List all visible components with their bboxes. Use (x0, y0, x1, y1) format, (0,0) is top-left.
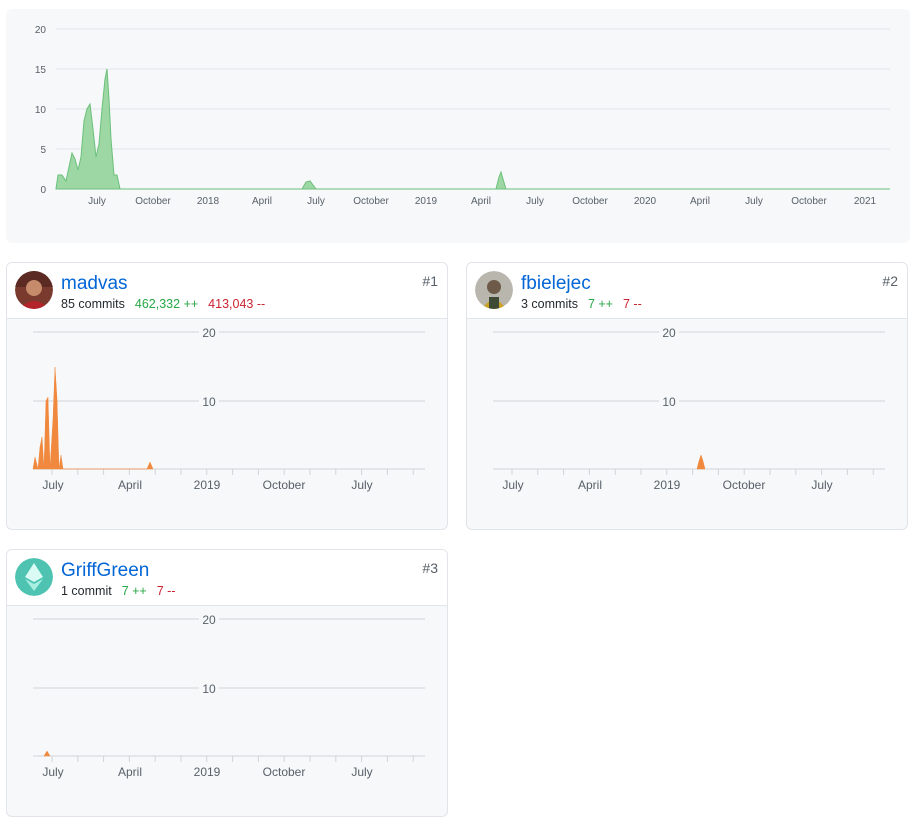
contributor-area-series (696, 454, 706, 470)
overview-chart-svg: 0 5 10 15 20 July October 2018 April July October… (35, 25, 890, 207)
contributor-rank: #3 (422, 560, 438, 576)
overview-x-tick-label: October (572, 196, 608, 207)
contributor-card: madvas 85 commits 462,332 ++ 413,043 -- #1… (6, 262, 448, 530)
contributor-rank: #1 (422, 273, 438, 289)
contributor-y-tick-label: 20 (202, 613, 216, 627)
commit-count-link[interactable]: 85 commits (61, 297, 125, 311)
overview-x-tick-label: July (307, 196, 325, 207)
overview-x-tick-label: 2019 (415, 196, 438, 207)
contributor-rank: #2 (882, 273, 898, 289)
contributor-area-series (43, 750, 51, 757)
overview-area-series (55, 68, 890, 190)
gridline-label-bg (199, 325, 219, 339)
contributor-x-tick-label: July (351, 765, 372, 779)
ethereum-icon (15, 558, 53, 596)
contributor-area-series (32, 366, 154, 470)
gridline-label-bg (199, 394, 219, 408)
contributor-stats: 85 commits 462,332 ++ 413,043 -- (61, 297, 275, 311)
overview-x-tick-label: July (88, 196, 106, 207)
contributor-x-tick-label: July (811, 478, 832, 492)
overview-x-tick-label: 2020 (634, 196, 657, 207)
overview-x-tick-label: October (353, 196, 389, 207)
deletions-count: 413,043 -- (208, 297, 266, 311)
contributor-x-tick-label: April (118, 478, 142, 492)
overview-y-tick-label: 15 (35, 65, 47, 76)
deletions-count: 7 -- (622, 297, 642, 311)
contributor-stats: 1 commit 7 ++ 7 -- (61, 584, 185, 598)
overview-x-tick-label: October (135, 196, 171, 207)
contributor-login-link[interactable]: GriffGreen (61, 560, 150, 581)
overview-x-tick-label: July (526, 196, 544, 207)
contributor-y-tick-label: 10 (662, 395, 676, 409)
contributor-y-tick-label: 20 (202, 326, 216, 340)
contributor-y-tick-label: 10 (202, 682, 216, 696)
overview-y-tick-label: 0 (40, 185, 46, 196)
commit-count-link[interactable]: 1 commit (61, 584, 112, 598)
gridline-label-bg (659, 325, 679, 339)
overview-y-tick-label: 10 (35, 105, 47, 116)
gridline-label-bg (199, 681, 219, 695)
contributor-chart-svg: 20 10 July April 2019 October July (493, 325, 885, 492)
contributor-x-tick-label: April (118, 765, 142, 779)
gridline-label-bg (659, 394, 679, 408)
deletions-count: 7 -- (156, 584, 176, 598)
additions-count: 7 ++ (121, 584, 147, 598)
overview-x-tick-label: 2021 (854, 196, 877, 207)
overview-x-tick-label: April (252, 196, 272, 207)
avatar[interactable] (15, 271, 53, 309)
overview-commit-graph: 0 5 10 15 20 July October 2018 April July October… (6, 9, 910, 243)
overview-x-tick-label: July (745, 196, 763, 207)
contributor-card-header: madvas 85 commits 462,332 ++ 413,043 -- #1 (7, 263, 447, 319)
contributor-x-tick-label: 2019 (654, 478, 681, 492)
avatar-photo-icon (475, 271, 513, 309)
contributor-y-tick-label: 20 (662, 326, 676, 340)
contributor-card-header: fbielejec 3 commits 7 ++ 7 -- #2 (467, 263, 907, 319)
contributor-x-tick-label: October (723, 478, 766, 492)
contributor-x-tick-label: 2019 (194, 478, 221, 492)
additions-count: 462,332 ++ (134, 297, 199, 311)
gridline-label-bg (199, 612, 219, 626)
contributor-x-tick-label: October (263, 478, 306, 492)
overview-x-tick-label: October (791, 196, 827, 207)
contributor-stats: 3 commits 7 ++ 7 -- (521, 297, 652, 311)
overview-x-tick-label: April (471, 196, 491, 207)
contributor-chart-svg: 20 10 July April 2019 October July (32, 325, 425, 492)
contributor-card: fbielejec 3 commits 7 ++ 7 -- #2 20 10 July A… (466, 262, 908, 530)
overview-x-tick-label: 2018 (197, 196, 220, 207)
additions-count: 7 ++ (587, 297, 613, 311)
contributor-login-link[interactable]: madvas (61, 273, 128, 294)
avatar-photo-icon (15, 271, 53, 309)
overview-x-tick-label: April (690, 196, 710, 207)
overview-y-tick-label: 5 (40, 145, 46, 156)
contributor-chart-svg: 20 10 July April 2019 October July (33, 612, 425, 779)
contributor-x-tick-label: October (263, 765, 306, 779)
avatar[interactable] (15, 558, 53, 596)
overview-y-tick-label: 20 (35, 25, 47, 36)
contributor-card-header: GriffGreen 1 commit 7 ++ 7 -- #3 (7, 550, 447, 606)
contributor-x-tick-label: April (578, 478, 602, 492)
contributor-x-tick-label: July (42, 478, 63, 492)
contributor-y-tick-label: 10 (202, 395, 216, 409)
commit-count-link[interactable]: 3 commits (521, 297, 578, 311)
contributor-login-link[interactable]: fbielejec (521, 273, 591, 294)
contributor-x-tick-label: July (502, 478, 523, 492)
avatar[interactable] (475, 271, 513, 309)
contributor-card: GriffGreen 1 commit 7 ++ 7 -- #3 20 10 July A… (6, 549, 448, 817)
contributor-x-tick-label: 2019 (194, 765, 221, 779)
contributor-x-tick-label: July (42, 765, 63, 779)
contributor-x-tick-label: July (351, 478, 372, 492)
